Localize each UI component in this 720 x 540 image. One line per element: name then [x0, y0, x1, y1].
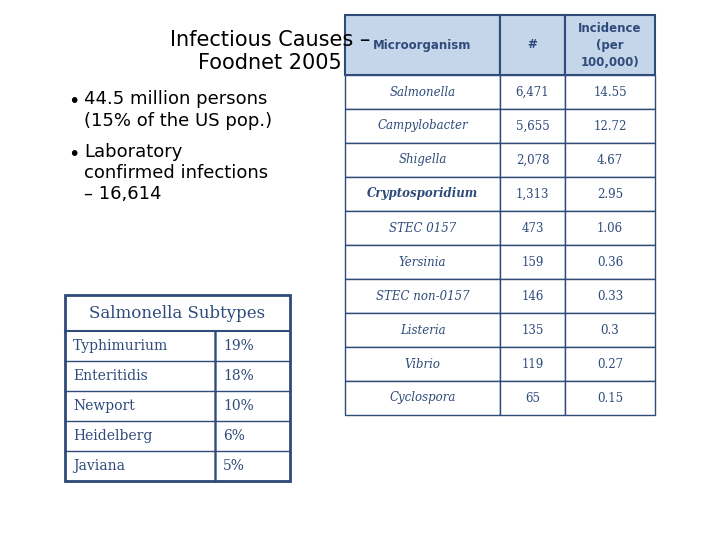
Bar: [345, 279, 500, 313]
Bar: [500, 313, 565, 347]
Bar: [500, 75, 565, 109]
Text: 1,313: 1,313: [516, 187, 549, 200]
Text: 18%: 18%: [223, 369, 253, 383]
Text: 473: 473: [521, 221, 544, 234]
Bar: [345, 75, 500, 109]
Bar: [565, 75, 655, 109]
Bar: [565, 211, 655, 245]
Bar: [345, 15, 500, 75]
Text: 4.67: 4.67: [597, 153, 623, 166]
Bar: [65, 295, 290, 481]
Bar: [500, 279, 565, 313]
Text: Foodnet 2005: Foodnet 2005: [198, 53, 342, 73]
Bar: [565, 279, 655, 313]
Text: Cryptosporidium: Cryptosporidium: [367, 187, 478, 200]
Bar: [500, 143, 565, 177]
Text: 65: 65: [525, 392, 540, 404]
Text: confirmed infections: confirmed infections: [84, 164, 268, 182]
Text: 135: 135: [521, 323, 544, 336]
Text: STEC 0157: STEC 0157: [389, 221, 456, 234]
Text: STEC non-0157: STEC non-0157: [376, 289, 469, 302]
Text: #: #: [528, 38, 537, 51]
Text: 159: 159: [521, 255, 544, 268]
Text: •: •: [68, 92, 79, 111]
Text: 2.95: 2.95: [597, 187, 623, 200]
Text: 119: 119: [521, 357, 544, 370]
Text: Campylobacter: Campylobacter: [377, 119, 468, 132]
Text: Javiana: Javiana: [73, 459, 125, 473]
Text: 146: 146: [521, 289, 544, 302]
Text: 6%: 6%: [223, 429, 245, 443]
Text: Newport: Newport: [73, 399, 135, 413]
Bar: [500, 177, 565, 211]
Text: 0.3: 0.3: [600, 323, 619, 336]
Text: 0.27: 0.27: [597, 357, 623, 370]
Text: 6,471: 6,471: [516, 85, 549, 98]
Bar: [345, 109, 500, 143]
Bar: [500, 381, 565, 415]
Bar: [500, 211, 565, 245]
Bar: [345, 245, 500, 279]
Bar: [345, 347, 500, 381]
Text: 0.36: 0.36: [597, 255, 623, 268]
Bar: [345, 211, 500, 245]
Text: Salmonella Subtypes: Salmonella Subtypes: [89, 305, 266, 321]
Text: (15% of the US pop.): (15% of the US pop.): [84, 112, 272, 130]
Text: Heidelberg: Heidelberg: [73, 429, 153, 443]
Bar: [565, 381, 655, 415]
Text: 12.72: 12.72: [593, 119, 626, 132]
Text: Laboratory: Laboratory: [84, 143, 182, 161]
Bar: [500, 245, 565, 279]
Bar: [565, 143, 655, 177]
Bar: [345, 313, 500, 347]
Text: Shigella: Shigella: [398, 153, 446, 166]
Bar: [565, 313, 655, 347]
Text: Yersinia: Yersinia: [399, 255, 446, 268]
Text: 44.5 million persons: 44.5 million persons: [84, 90, 267, 108]
Text: Typhimurium: Typhimurium: [73, 339, 168, 353]
Text: Incidence
(per
100,000): Incidence (per 100,000): [578, 22, 642, 69]
Bar: [500, 15, 565, 75]
Bar: [565, 347, 655, 381]
Bar: [345, 143, 500, 177]
Text: Vibrio: Vibrio: [405, 357, 441, 370]
Text: Listeria: Listeria: [400, 323, 445, 336]
Bar: [565, 245, 655, 279]
Bar: [500, 109, 565, 143]
Bar: [345, 177, 500, 211]
Text: 0.15: 0.15: [597, 392, 623, 404]
Text: 5%: 5%: [223, 459, 245, 473]
Text: – 16,614: – 16,614: [84, 185, 161, 203]
Text: Salmonella: Salmonella: [390, 85, 456, 98]
Bar: [565, 177, 655, 211]
Text: 5,655: 5,655: [516, 119, 549, 132]
Text: Microorganism: Microorganism: [373, 38, 472, 51]
Text: 0.33: 0.33: [597, 289, 623, 302]
Text: Infectious Causes –: Infectious Causes –: [170, 30, 370, 50]
Text: 1.06: 1.06: [597, 221, 623, 234]
Bar: [565, 109, 655, 143]
Bar: [565, 15, 655, 75]
Text: Cyclospora: Cyclospora: [390, 392, 456, 404]
Text: Enteritidis: Enteritidis: [73, 369, 148, 383]
Text: 19%: 19%: [223, 339, 253, 353]
Bar: [500, 347, 565, 381]
Text: 10%: 10%: [223, 399, 253, 413]
Text: 14.55: 14.55: [593, 85, 627, 98]
Text: •: •: [68, 145, 79, 164]
Bar: [345, 381, 500, 415]
Text: 2,078: 2,078: [516, 153, 549, 166]
